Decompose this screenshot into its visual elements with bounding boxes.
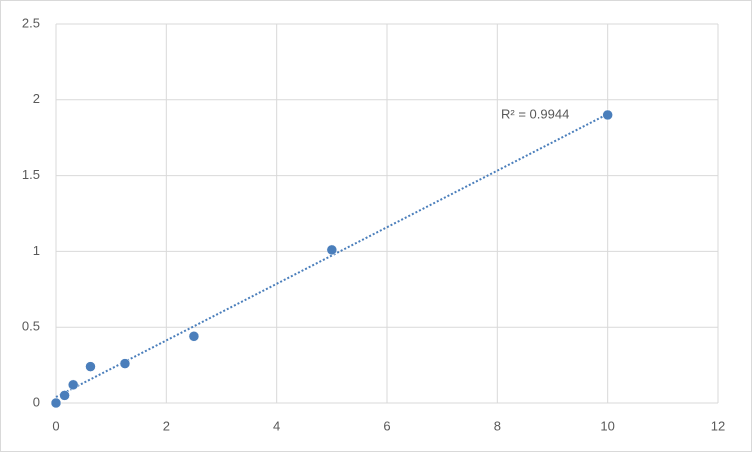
x-tick-label: 2: [163, 418, 170, 433]
point: [326, 244, 338, 256]
point: [119, 358, 131, 369]
point: [67, 379, 79, 391]
y-tick-label: 1: [33, 243, 40, 258]
point: [59, 390, 70, 401]
point: [188, 331, 200, 342]
annotation: R² = 0.9944: [501, 106, 569, 121]
x-tick-label: 8: [494, 418, 501, 433]
y-tick-label: 1.5: [22, 167, 40, 182]
y-tick-label: 0.5: [22, 319, 40, 334]
point: [85, 361, 96, 372]
x-tick-label: 12: [711, 418, 725, 433]
point: [50, 397, 62, 409]
y-tick-label: 2: [33, 91, 40, 106]
trendline: [55, 113, 609, 398]
point: [602, 109, 613, 121]
x-tick-label: 0: [52, 418, 59, 433]
x-tick-label: 10: [600, 418, 614, 433]
x-tick-label: 6: [383, 418, 390, 433]
y-tick-label: 2.5: [22, 15, 40, 30]
y-tick-label: 0: [33, 394, 40, 409]
x-tick-label: 4: [273, 418, 280, 433]
